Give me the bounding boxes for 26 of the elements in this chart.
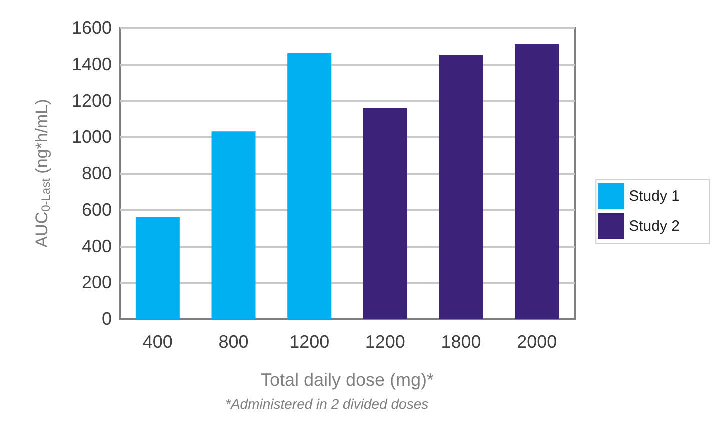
- y-tick-label: 600: [82, 200, 112, 220]
- x-tick-label: 1800: [441, 332, 482, 352]
- y-axis-title: AUC0-Last (ng*h/mL): [32, 99, 53, 248]
- y-tick-label: 400: [82, 236, 112, 256]
- y-tick-label: 1600: [72, 18, 112, 38]
- bar: [212, 132, 256, 319]
- legend-label: Study 1: [629, 188, 680, 205]
- bar: [439, 55, 484, 319]
- bar: [288, 53, 332, 319]
- y-tick-label: 1200: [72, 90, 112, 111]
- x-tick-label: 1200: [290, 332, 330, 352]
- x-tick-label: 800: [218, 332, 249, 352]
- x-tick-label: 400: [142, 332, 173, 352]
- y-tick-label: 1400: [72, 54, 112, 74]
- x-axis-title: Total daily dose (mg)*: [260, 370, 434, 390]
- bar: [136, 217, 180, 319]
- y-tick-label: 800: [82, 164, 112, 184]
- y-tick-label: 200: [82, 272, 112, 293]
- bar: [363, 108, 408, 319]
- y-tick-label: 0: [102, 309, 112, 329]
- x-tick-label: 2000: [517, 332, 558, 352]
- y-tick-label: 1000: [72, 127, 112, 148]
- legend-label: Study 2: [629, 218, 680, 235]
- bar: [515, 44, 560, 319]
- x-tick-label: 1200: [365, 332, 406, 352]
- text: *Administered in 2 divided doses: [226, 396, 429, 412]
